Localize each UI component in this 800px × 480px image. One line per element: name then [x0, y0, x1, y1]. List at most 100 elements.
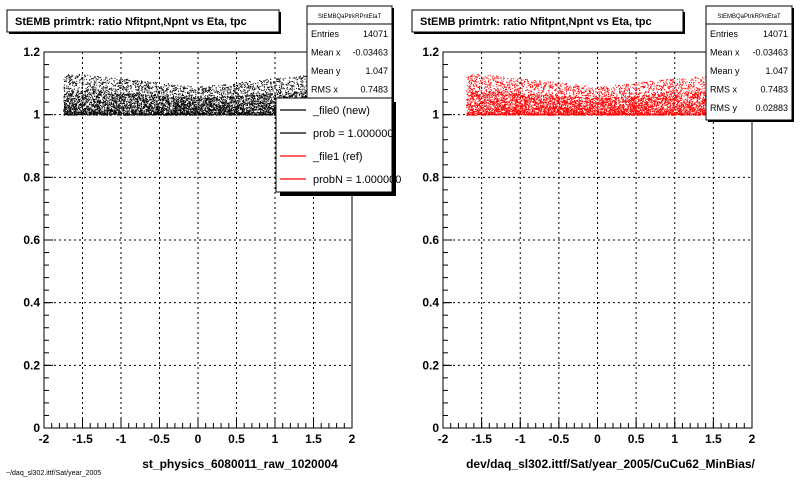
data-point — [255, 87, 257, 89]
data-point — [118, 108, 120, 110]
data-point — [68, 90, 70, 92]
data-point — [86, 89, 88, 91]
data-point — [101, 112, 103, 114]
data-point — [194, 108, 196, 110]
data-point — [231, 100, 233, 102]
data-point — [230, 100, 232, 102]
data-point — [184, 107, 186, 109]
data-point — [114, 113, 116, 115]
data-point — [108, 114, 110, 116]
data-point — [157, 99, 159, 101]
data-point — [284, 90, 286, 92]
data-point — [273, 105, 275, 106]
data-point — [205, 113, 207, 115]
data-point — [71, 91, 73, 93]
data-point — [136, 107, 138, 109]
data-point — [106, 112, 108, 114]
data-point — [146, 83, 148, 85]
data-point — [93, 80, 95, 82]
data-point — [163, 91, 165, 93]
data-point — [211, 97, 213, 99]
data-point — [97, 94, 99, 96]
data-point — [276, 91, 278, 93]
data-point — [76, 77, 78, 79]
data-point — [273, 82, 274, 84]
data-point — [81, 91, 83, 92]
data-point — [229, 111, 231, 112]
data-point — [64, 112, 66, 114]
data-point — [300, 91, 302, 92]
data-point — [218, 101, 220, 103]
data-point — [78, 74, 80, 75]
data-point — [82, 82, 84, 84]
data-point — [172, 97, 174, 99]
data-point — [80, 114, 82, 116]
data-point — [144, 90, 146, 92]
data-point — [185, 100, 187, 102]
data-point — [138, 81, 140, 83]
data-point — [138, 104, 140, 106]
data-point — [153, 103, 155, 105]
data-point — [196, 96, 198, 98]
data-point — [128, 105, 130, 107]
data-point — [97, 99, 99, 101]
data-point — [67, 104, 69, 106]
data-point — [241, 103, 242, 104]
data-point — [76, 102, 77, 104]
data-point — [221, 105, 223, 107]
data-point — [183, 100, 185, 102]
data-point — [233, 107, 235, 109]
data-point — [182, 106, 184, 107]
data-point — [270, 92, 272, 94]
data-point — [142, 96, 144, 98]
data-point — [71, 101, 73, 103]
data-point — [149, 108, 150, 110]
data-point — [104, 108, 106, 110]
data-point — [138, 103, 140, 105]
data-point — [267, 91, 269, 93]
data-point — [237, 112, 239, 114]
data-point — [192, 110, 194, 112]
data-point — [101, 107, 103, 109]
data-point — [164, 85, 166, 87]
data-point — [202, 101, 204, 103]
data-point — [124, 89, 126, 90]
data-point — [278, 90, 279, 92]
data-point — [204, 91, 206, 93]
data-point — [204, 89, 206, 91]
data-point — [169, 108, 171, 110]
data-point — [105, 101, 107, 103]
data-point — [217, 111, 219, 113]
data-point — [147, 84, 149, 86]
data-point — [177, 101, 179, 103]
data-point — [246, 104, 248, 106]
data-point — [280, 88, 282, 90]
data-point — [130, 87, 132, 89]
data-point — [201, 99, 203, 101]
data-point — [173, 85, 175, 87]
data-point — [221, 93, 222, 95]
data-point — [216, 110, 218, 112]
data-point — [278, 92, 280, 94]
data-point — [291, 85, 293, 87]
data-point — [136, 109, 138, 111]
data-point — [198, 88, 200, 90]
data-point — [195, 101, 197, 103]
data-point — [249, 89, 250, 91]
data-point — [240, 86, 242, 88]
data-point — [93, 99, 95, 100]
data-point — [110, 94, 112, 96]
data-point — [114, 107, 116, 109]
data-point — [187, 92, 188, 94]
data-point — [247, 99, 249, 101]
data-point — [303, 76, 305, 78]
data-point — [85, 112, 87, 114]
data-point — [154, 114, 156, 116]
data-point — [269, 104, 271, 106]
data-point — [234, 104, 236, 106]
data-point — [174, 100, 176, 102]
data-point — [238, 97, 240, 99]
data-point — [253, 105, 255, 107]
data-point — [76, 94, 78, 96]
data-point — [173, 96, 175, 98]
